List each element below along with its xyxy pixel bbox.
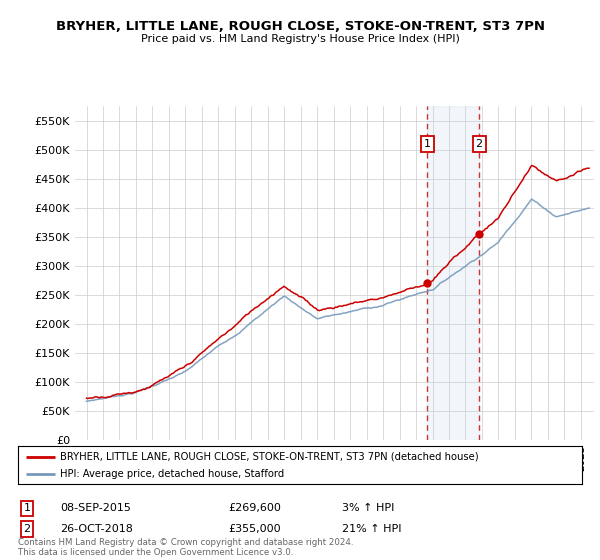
Text: Contains HM Land Registry data © Crown copyright and database right 2024.
This d: Contains HM Land Registry data © Crown c… [18, 538, 353, 557]
Text: HPI: Average price, detached house, Stafford: HPI: Average price, detached house, Staf… [60, 469, 284, 479]
Text: 3% ↑ HPI: 3% ↑ HPI [342, 503, 394, 514]
Text: BRYHER, LITTLE LANE, ROUGH CLOSE, STOKE-ON-TRENT, ST3 7PN (detached house): BRYHER, LITTLE LANE, ROUGH CLOSE, STOKE-… [60, 451, 479, 461]
Text: 26-OCT-2018: 26-OCT-2018 [60, 524, 133, 534]
Text: Price paid vs. HM Land Registry's House Price Index (HPI): Price paid vs. HM Land Registry's House … [140, 34, 460, 44]
Text: 1: 1 [23, 503, 31, 514]
Text: 2: 2 [23, 524, 31, 534]
Text: £355,000: £355,000 [228, 524, 281, 534]
Bar [427, 106, 479, 440]
Text: £269,600: £269,600 [228, 503, 281, 514]
Text: 2: 2 [476, 139, 483, 149]
Text: 08-SEP-2015: 08-SEP-2015 [60, 503, 131, 514]
Text: 1: 1 [424, 139, 431, 149]
Text: 21% ↑ HPI: 21% ↑ HPI [342, 524, 401, 534]
Text: BRYHER, LITTLE LANE, ROUGH CLOSE, STOKE-ON-TRENT, ST3 7PN: BRYHER, LITTLE LANE, ROUGH CLOSE, STOKE-… [56, 20, 545, 32]
